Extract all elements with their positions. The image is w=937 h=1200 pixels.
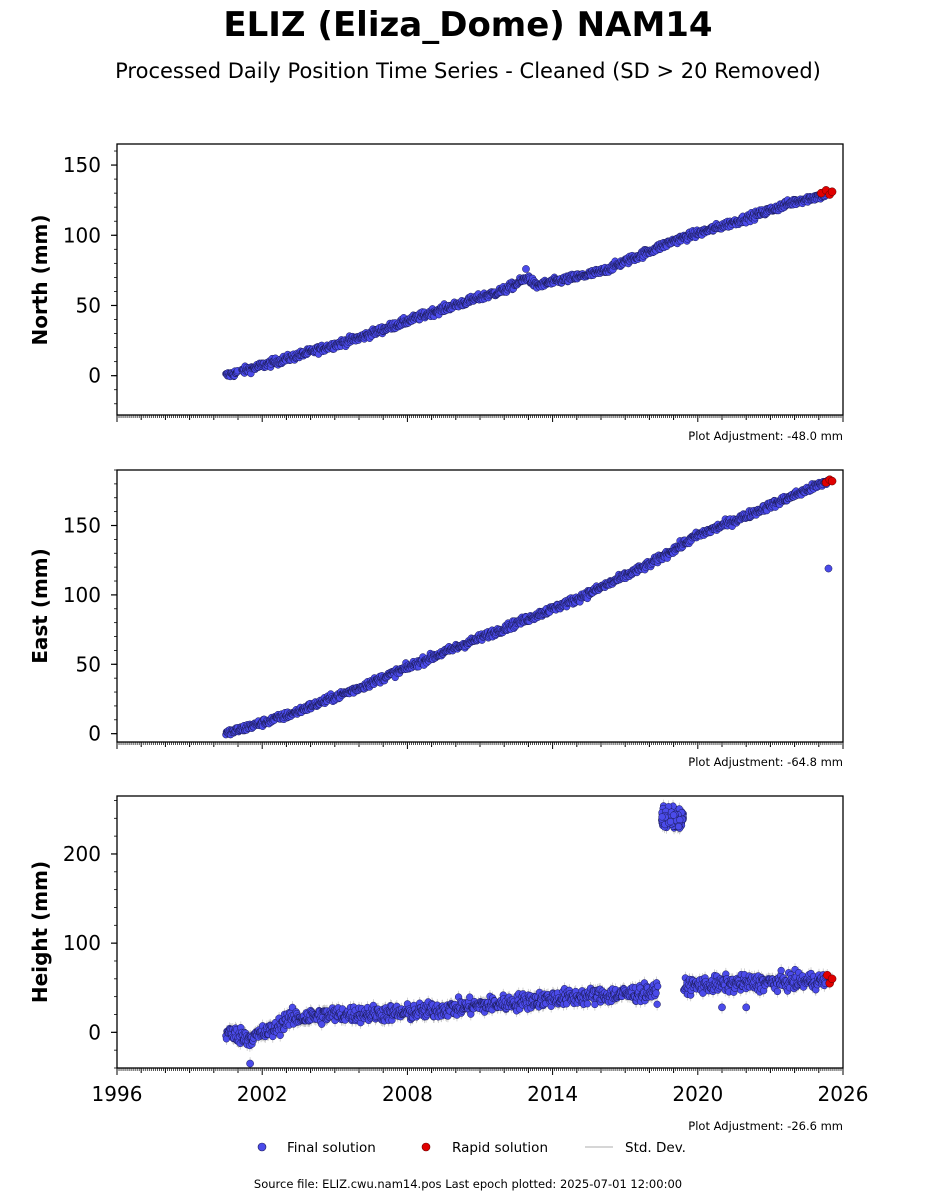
figure-subtitle: Processed Daily Position Time Series - C… <box>115 59 821 83</box>
east-rapid-point <box>827 476 837 486</box>
north-ytick-label: 100 <box>63 223 101 247</box>
north-panel: 0 50 100 150 North (mm) Plot Adjustment: -4… <box>28 143 844 443</box>
east-final-outlier <box>824 564 833 573</box>
north-ytick-label: 50 <box>76 293 101 317</box>
east-ytick-label: 50 <box>76 652 101 676</box>
north-ytick-label: 0 <box>88 364 101 388</box>
north-final-outlier <box>522 265 530 273</box>
north-ylabel: North (mm) <box>28 214 52 345</box>
east-ytick-label: 150 <box>63 514 101 538</box>
north-ytick-label: 150 <box>63 153 101 177</box>
north-plot-adjustment: Plot Adjustment: -48.0 mm <box>688 429 843 443</box>
north-plot-frame <box>116 143 844 416</box>
east-ytick-label: 0 <box>88 722 101 746</box>
figure-title: ELIZ (Eliza_Dome) NAM14 <box>223 5 712 45</box>
east-ytick-label: 100 <box>63 583 101 607</box>
north-rapid-point <box>827 187 837 196</box>
